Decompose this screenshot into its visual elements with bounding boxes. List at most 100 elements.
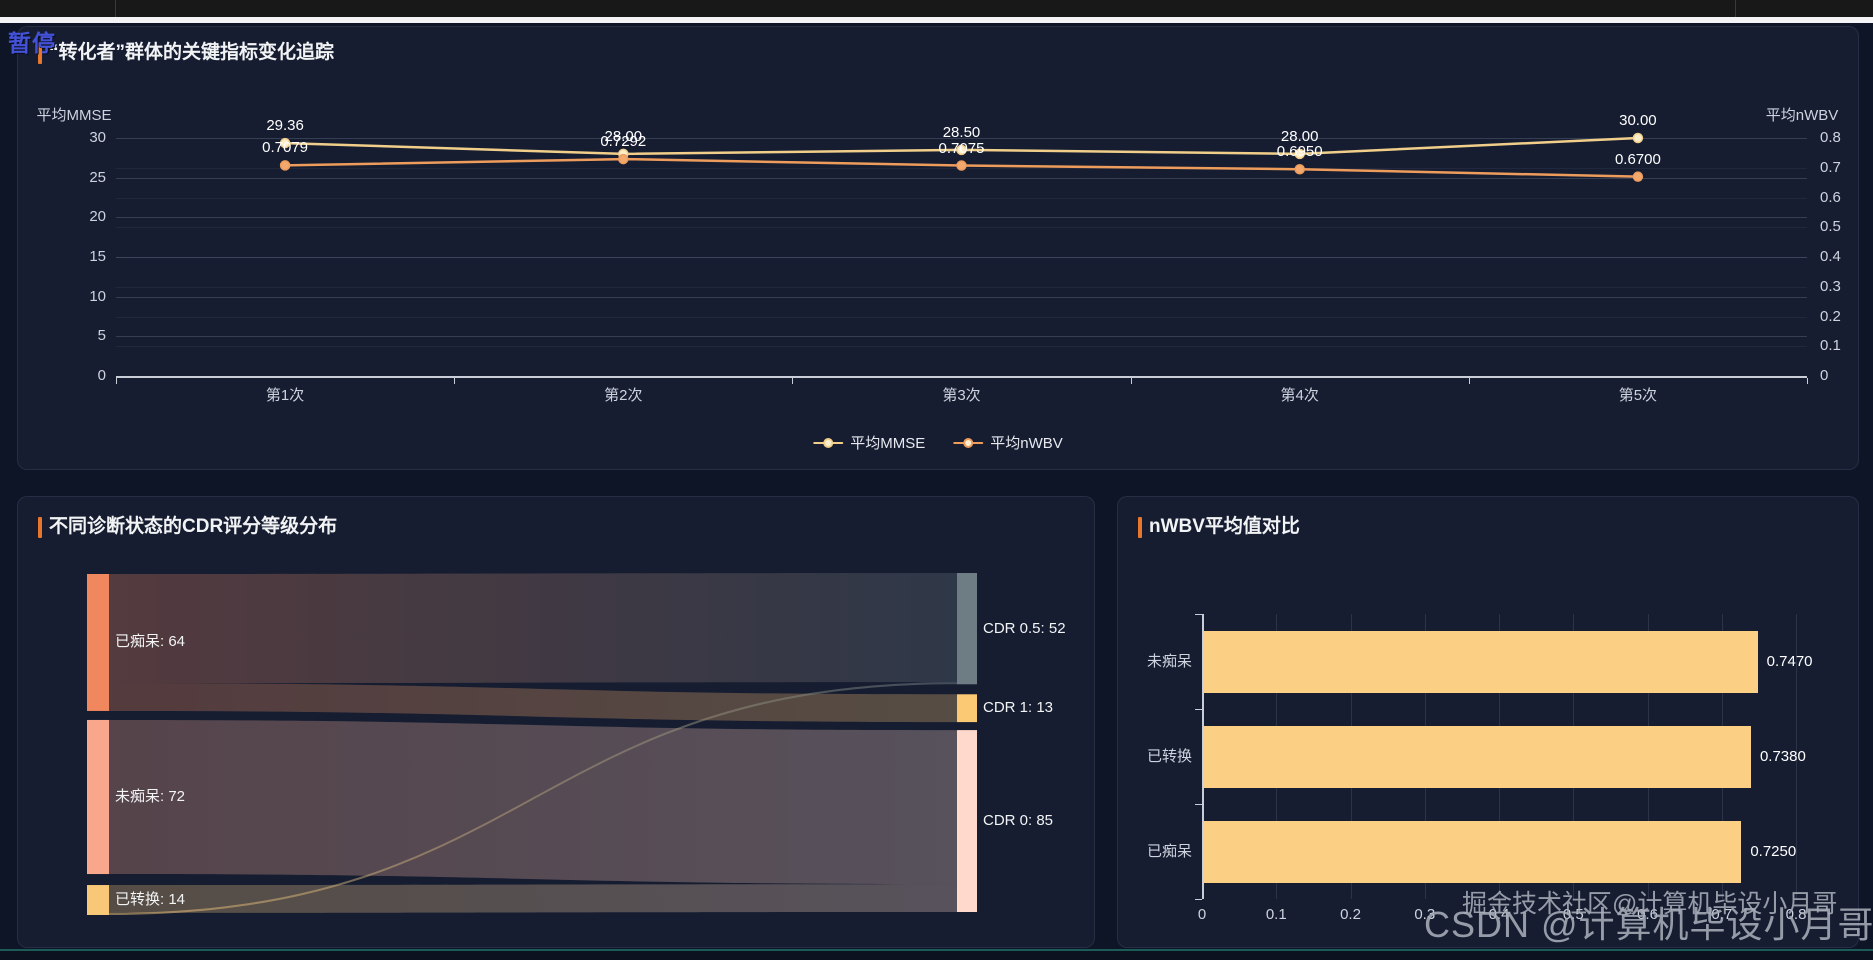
data-point-平均nWBV-第2次[interactable]	[618, 153, 629, 165]
sankey-node-label-CDR 0: CDR 0: 85	[983, 812, 1054, 830]
gridline-left-axis	[116, 296, 1807, 298]
pause-link[interactable]: 暂停	[8, 30, 56, 56]
gridline-right-axis	[116, 316, 1807, 318]
data-point-label-平均MMSE: 29.36	[266, 117, 304, 135]
data-point-label-平均MMSE: 28.50	[942, 123, 981, 141]
data-point-平均MMSE-第3次[interactable]	[956, 144, 967, 156]
data-point-label-平均MMSE: 28.00	[1280, 127, 1319, 145]
title-accent-bar	[38, 42, 42, 64]
line-series-layer: 29.36 28.00 28.50 28.00 30.00 0.7079 0.7292 0.7…	[116, 113, 1807, 376]
bar-未痴呆[interactable]	[1203, 630, 1758, 693]
data-point-label-平均nWBV: 0.7079	[262, 139, 309, 157]
data-point-label-平均nWBV: 0.6700	[1614, 150, 1661, 168]
title-accent-bar	[38, 516, 42, 538]
sankey-node-已痴呆[interactable]	[87, 574, 109, 711]
bar-category-label-已痴呆: 已痴呆	[1146, 842, 1192, 860]
y-right-tick-label: 0.2	[1820, 307, 1841, 325]
x-category-label: 第2次	[604, 387, 643, 404]
sankey-node-label-CDR 1: CDR 1: 13	[983, 699, 1054, 717]
data-point-平均nWBV-第1次[interactable]	[279, 160, 291, 171]
y-right-tick-label: 0.4	[1820, 248, 1841, 265]
x-category-label: 第1次	[265, 387, 305, 404]
y-axis-tick	[1195, 804, 1202, 805]
x-tick-label: 0.4	[1488, 906, 1510, 923]
x-category-label: 第3次	[942, 387, 981, 404]
data-point-平均nWBV-第3次[interactable]	[956, 160, 967, 171]
x-category-label: 第4次	[1280, 387, 1319, 404]
bar-chart-card: nWBV平均值对比 0 0.1 0.2 0.3 0.4 0.5 0.6 0.7 0.8 未痴呆 0.…	[1117, 496, 1859, 948]
sankey-link-已转换-CDR 0.5[interactable]	[109, 682, 957, 915]
sankey-node-label-未痴呆: 未痴呆: 72	[115, 788, 186, 805]
data-point-平均nWBV-第4次[interactable]	[1294, 163, 1305, 175]
data-point-label-平均nWBV: 0.6950	[1276, 143, 1323, 161]
sankey-link-已痴呆-CDR 0.5[interactable]	[109, 573, 957, 684]
x-axis-tick	[1807, 378, 1808, 384]
data-point-平均MMSE-第5次[interactable]	[1632, 132, 1644, 144]
gridline-left-axis	[116, 257, 1807, 258]
page-top-strip	[0, 17, 1873, 23]
y-axis-tick	[1195, 614, 1202, 615]
data-point-label-平均MMSE: 28.00	[604, 127, 643, 145]
y-left-axis-name: 平均MMSE	[36, 107, 112, 124]
sankey-node-label-已痴呆: 已痴呆: 64	[115, 633, 186, 651]
data-point-label-平均nWBV: 0.7075	[938, 139, 985, 157]
y-left-tick-label: 15	[89, 248, 106, 265]
x-tick-label: 0.3	[1414, 906, 1436, 923]
gridline-left-axis	[116, 217, 1807, 219]
data-point-label-平均nWBV: 0.7292	[600, 133, 647, 151]
legend-symbol	[813, 437, 844, 448]
x-tick-label: 0.6	[1637, 906, 1658, 923]
y-right-tick-label: 0.1	[1820, 337, 1841, 355]
y-right-tick-label: 0.6	[1820, 188, 1841, 206]
chart-legend: 平均MMSE 平均nWBV	[813, 432, 1063, 453]
line-chart-card: “转化者”群体的关键指标变化追踪 平均MMSE 平均nWBV 30 25 20 15 10 5…	[17, 26, 1859, 470]
sankey-link-已转换-CDR 0[interactable]	[109, 884, 957, 913]
sankey-node-label-已转换: 已转换: 14	[115, 891, 186, 909]
x-axis-tick	[792, 378, 794, 384]
x-tick-label: 0.8	[1785, 906, 1807, 923]
bar-value-label-未痴呆: 0.7470	[1766, 652, 1813, 670]
sankey-node-CDR 0[interactable]	[957, 730, 977, 912]
x-tick-label: 0	[1197, 906, 1207, 923]
data-point-平均nWBV-第5次[interactable]	[1632, 171, 1644, 182]
gridline-left-axis	[116, 336, 1807, 338]
x-axis-tick	[1130, 378, 1132, 384]
legend-item-平均nWBV[interactable]: 平均nWBV	[953, 432, 1063, 453]
tab-divider	[1735, 0, 1736, 17]
sankey-link-已痴呆-CDR 1[interactable]	[109, 683, 957, 723]
y-right-tick-label: 0.8	[1820, 129, 1841, 146]
gridline-vertical	[1796, 614, 1797, 899]
page-bottom-strip	[0, 949, 1873, 960]
bar-已痴呆[interactable]	[1203, 820, 1742, 883]
bar-chart-title: nWBV平均值对比	[1149, 516, 1300, 537]
data-point-label-平均MMSE: 30.00	[1619, 112, 1657, 129]
browser-chrome	[0, 0, 1873, 17]
data-point-平均MMSE-第4次[interactable]	[1294, 148, 1305, 160]
x-tick-label: 0.2	[1340, 906, 1361, 923]
bar-category-label-未痴呆: 未痴呆	[1146, 652, 1192, 670]
y-right-tick-label: 0.3	[1820, 277, 1841, 295]
legend-item-平均MMSE[interactable]: 平均MMSE	[813, 432, 925, 453]
bar-value-label-已痴呆: 0.7250	[1750, 842, 1797, 860]
x-tick-label: 0.5	[1562, 906, 1584, 923]
bar-已转换[interactable]	[1203, 725, 1751, 788]
y-right-axis-name: 平均nWBV	[1765, 107, 1839, 124]
y-left-tick-label: 10	[89, 287, 106, 305]
bar-category-label-已转换: 已转换	[1146, 747, 1192, 765]
sankey-node-已转换[interactable]	[87, 885, 109, 915]
y-left-tick-label: 30	[89, 129, 106, 146]
sankey-node-CDR 0.5[interactable]	[957, 573, 977, 685]
sankey-node-CDR 1[interactable]	[957, 694, 977, 723]
sankey-node-未痴呆[interactable]	[87, 719, 109, 875]
x-tick-label: 0.1	[1265, 906, 1287, 923]
sankey-title: 不同诊断状态的CDR评分等级分布	[49, 516, 338, 537]
legend-label: 平均nWBV	[990, 435, 1063, 452]
data-point-平均MMSE-第1次[interactable]	[279, 137, 291, 149]
x-axis-line	[116, 376, 1807, 378]
y-axis-tick	[1195, 899, 1202, 900]
y-left-tick-label: 25	[89, 168, 106, 186]
sankey-link-未痴呆-CDR 0[interactable]	[109, 719, 957, 885]
x-axis-tick	[1468, 378, 1470, 384]
gridline-right-axis	[116, 257, 1807, 258]
